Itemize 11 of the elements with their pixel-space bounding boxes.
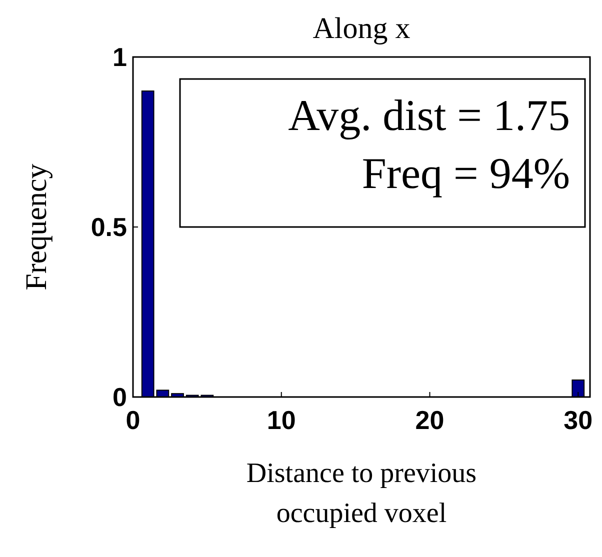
x-tick-label: 20 xyxy=(415,405,444,435)
annotation: Freq = 94% xyxy=(362,149,570,198)
y-tick-label: 0.5 xyxy=(90,212,127,242)
chart-title: Along x xyxy=(312,12,410,45)
x-tick-label: 10 xyxy=(266,405,296,435)
y-tick-label: 1 xyxy=(112,42,127,72)
y-axis-title: Frequency xyxy=(20,164,53,290)
x-tick-label: 30 xyxy=(564,405,593,435)
annotation: Avg. dist = 1.75 xyxy=(288,91,570,140)
y-tick-label: 0 xyxy=(112,382,127,412)
x-axis-title: Distance to previous occupied voxel xyxy=(246,458,477,529)
